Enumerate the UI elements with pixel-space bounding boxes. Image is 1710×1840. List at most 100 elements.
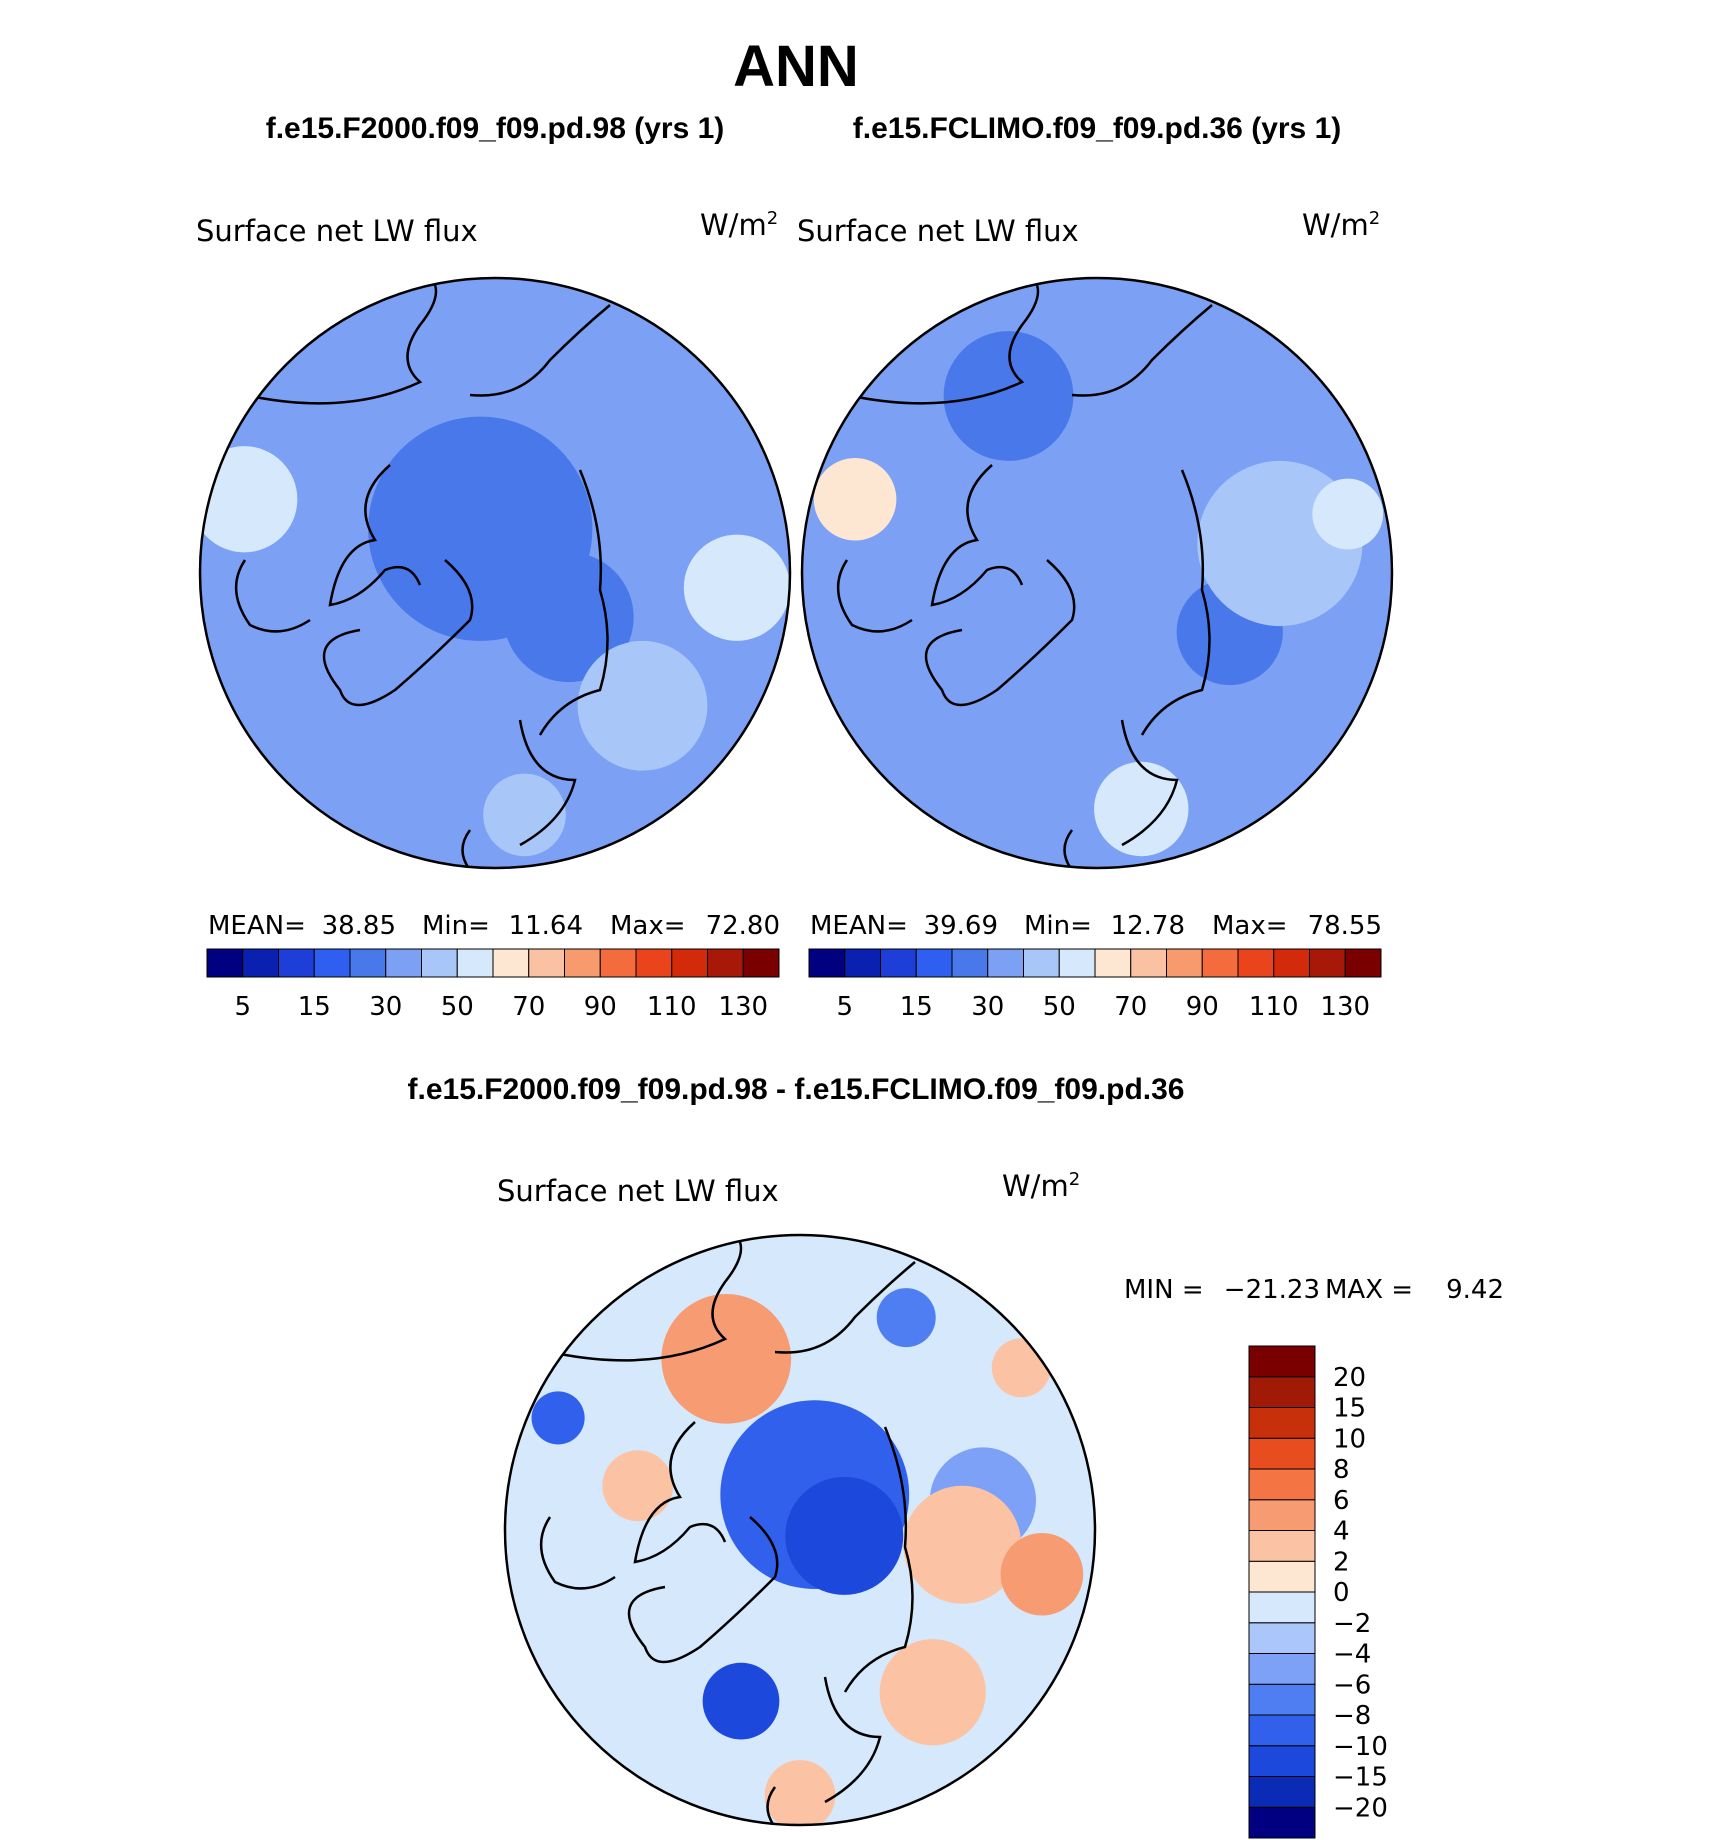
panel-b-colorbar-swatch-5 <box>987 948 1024 978</box>
diff-region-8 <box>1000 1532 1084 1616</box>
panel-b-colorbar-swatch-4 <box>951 948 989 978</box>
panel-a-region-4 <box>683 534 790 641</box>
diff-panel-variable: Surface net LW flux <box>497 1174 779 1208</box>
panel-a-colorbar-swatch-0 <box>206 948 244 978</box>
panel-b-colorbar-swatch-7 <box>1058 948 1096 978</box>
diff-map-border <box>503 1233 1097 1827</box>
diff-max-label: MAX = <box>1325 1275 1413 1305</box>
panel-b-colorbar-tick-0: 5 <box>836 992 853 1022</box>
diff-colorbar-tick-13: −15 <box>1333 1763 1388 1793</box>
panel-b-max-value: 78.55 <box>1308 911 1382 941</box>
diff-colorbar-swatch-2 <box>1248 1745 1316 1777</box>
diff-colorbar-swatch-3 <box>1248 1714 1316 1747</box>
diff-region-4 <box>876 1288 936 1348</box>
panel-b-map <box>800 276 1394 870</box>
diff-colorbar-swatch-11 <box>1248 1468 1316 1501</box>
panel-b-colorbar-swatch-3 <box>915 948 953 978</box>
panel-b-region-2 <box>1002 463 1192 653</box>
panel-a-colorbar-swatch-6 <box>421 948 458 978</box>
panel-a-contours <box>200 416 790 857</box>
panel-b-region-6 <box>1312 478 1384 550</box>
panel-b-region-4 <box>1094 761 1189 857</box>
panel-b-variable: Surface net LW flux <box>797 214 1079 248</box>
panel-a-max-value: 72.80 <box>706 911 780 941</box>
diff-colorbar-tick-14: −20 <box>1333 1793 1388 1823</box>
diff-map <box>503 1233 1097 1827</box>
diff-colorbar-swatch-4 <box>1248 1683 1316 1716</box>
panel-a-colorbar-swatch-4 <box>349 948 387 978</box>
diff-min-value: −21.23 <box>1224 1275 1320 1305</box>
diff-panel-units: W/m2 <box>1002 1169 1080 1203</box>
diff-colorbar-tick-0: 20 <box>1333 1363 1366 1393</box>
panel-b-mean-value: 39.69 <box>924 911 998 941</box>
diff-region-9 <box>879 1639 986 1746</box>
diff-colorbar-tick-6: 2 <box>1333 1547 1350 1577</box>
diff-colorbar-tick-4: 6 <box>1333 1486 1350 1516</box>
panel-a-mean-label: MEAN= <box>208 911 306 941</box>
panel-a-colorbar-swatch-5 <box>385 948 422 978</box>
panel-a-colorbar-swatch-8 <box>492 948 530 978</box>
panel-b-colorbar-swatch-15 <box>1344 948 1382 978</box>
panel-a-colorbar: 5 15 30 50 70 90 110 130 <box>206 948 780 1022</box>
panel-b-colorbar-tick-7: 130 <box>1320 992 1370 1022</box>
panel-b-min-value: 12.78 <box>1111 911 1185 941</box>
diff-region-2 <box>702 1662 780 1740</box>
diff-colorbar-tick-7: 0 <box>1333 1578 1350 1608</box>
panel-b-colorbar-tick-2: 30 <box>971 992 1004 1022</box>
panel-a-colorbar-tick-2: 30 <box>369 992 402 1022</box>
diff-coastlines <box>539 1241 916 1825</box>
diff-colorbar-tick-5: 4 <box>1333 1517 1350 1547</box>
diff-colorbar-swatch-14 <box>1248 1376 1316 1408</box>
diff-region-3 <box>531 1391 585 1445</box>
panel-b-colorbar-tick-3: 50 <box>1043 992 1076 1022</box>
panel-b-colorbar-swatch-13 <box>1273 948 1310 978</box>
panel-b-colorbar-swatch-9 <box>1130 948 1167 978</box>
panel-a-region-7 <box>214 676 333 795</box>
diff-colorbar-swatch-8 <box>1248 1560 1316 1593</box>
panel-a-colorbar-tick-7: 130 <box>718 992 768 1022</box>
panel-a-colorbar-swatch-15 <box>742 948 780 978</box>
diff-colorbar-swatch-10 <box>1248 1499 1316 1531</box>
diff-colorbar-swatch-6 <box>1248 1622 1316 1654</box>
panel-a-region-3 <box>577 640 708 771</box>
panel-a-colorbar-tick-1: 15 <box>298 992 331 1022</box>
panel-a-map-border <box>198 276 792 870</box>
diff-colorbar-swatch-1 <box>1248 1776 1316 1808</box>
diff-colorbar-swatch-7 <box>1248 1591 1316 1624</box>
panel-a-colorbar-swatch-11 <box>599 948 637 978</box>
panel-a-colorbar-swatch-10 <box>564 948 601 978</box>
diff-region-7 <box>903 1485 1022 1604</box>
panel-a-map <box>198 276 792 870</box>
panel-b-colorbar-swatch-0 <box>808 948 846 978</box>
panel-b-colorbar-swatch-11 <box>1201 948 1239 978</box>
diff-region-6 <box>661 1294 792 1424</box>
panel-a-colorbar-tick-3: 50 <box>441 992 474 1022</box>
panel-a-colorbar-tick-6: 110 <box>647 992 697 1022</box>
diff-colorbar-swatch-9 <box>1248 1530 1316 1562</box>
panel-a-max-label: Max= <box>610 911 686 941</box>
diff-colorbar-tick-11: −8 <box>1333 1701 1371 1731</box>
diff-colorbar-tick-10: −6 <box>1333 1670 1371 1700</box>
diff-colorbar-swatch-5 <box>1248 1653 1316 1685</box>
diff-min-label: MIN = <box>1124 1275 1204 1305</box>
panel-a-min-label: Min= <box>422 911 490 941</box>
panel-a-colorbar-swatch-2 <box>278 948 315 978</box>
diff-colorbar-tick-12: −10 <box>1333 1732 1388 1762</box>
diff-max-value: 9.42 <box>1446 1275 1504 1305</box>
diff-colorbar-tick-1: 15 <box>1333 1394 1366 1424</box>
diff-colorbar-tick-9: −4 <box>1333 1640 1371 1670</box>
panel-a-variable: Surface net LW flux <box>196 214 478 248</box>
panel-a-title: f.e15.F2000.f09_f09.pd.98 (yrs 1) <box>266 112 725 145</box>
panel-a-mean-value: 38.85 <box>322 911 396 941</box>
panel-a-colorbar-swatch-14 <box>707 948 744 978</box>
panel-a-colorbar-tick-4: 70 <box>512 992 545 1022</box>
panel-b-colorbar-swatch-2 <box>880 948 917 978</box>
panel-b-colorbar-swatch-6 <box>1023 948 1060 978</box>
panel-b-colorbar-swatch-14 <box>1309 948 1346 978</box>
panel-a-region-6 <box>483 773 566 857</box>
diff-region-1 <box>785 1476 904 1595</box>
panel-b-coastlines <box>836 284 1213 868</box>
panel-b-min-label: Min= <box>1024 911 1092 941</box>
